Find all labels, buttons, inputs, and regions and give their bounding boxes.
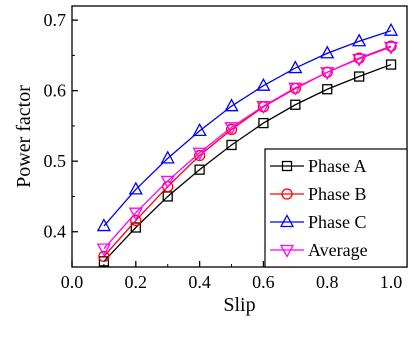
data-point-phase-c	[383, 22, 399, 36]
data-point-phase-c	[320, 45, 335, 59]
data-point-average	[352, 53, 367, 67]
data-point-phase-c	[96, 218, 111, 232]
legend-box	[264, 148, 408, 268]
y-tick-label: 0.4	[44, 222, 67, 242]
legend-marker-phase-b	[281, 188, 293, 200]
data-point-average	[320, 67, 335, 81]
data-point-phase-a	[130, 222, 141, 233]
legend: Phase A Phase B Phase C Average	[264, 148, 408, 268]
x-tick-label: 0.8	[316, 272, 339, 292]
data-point-phase-c	[160, 150, 175, 164]
data-point-phase-b	[353, 52, 365, 64]
data-point-phase-a	[226, 139, 237, 151]
x-tick-label: 0.2	[125, 272, 148, 292]
data-point-phase-c	[224, 98, 239, 112]
series-phase-c	[96, 22, 399, 232]
data-point-average	[383, 41, 399, 55]
series-phase-a	[98, 59, 397, 267]
data-point-average	[96, 243, 111, 257]
series-line-phase-c	[103, 30, 392, 227]
legend-label-phase-c: Phase C	[308, 212, 367, 232]
y-tick-label: 0.6	[44, 81, 67, 101]
x-tick-label: 0.0	[61, 272, 84, 292]
x-axis-label: Slip	[223, 294, 255, 316]
data-point-phase-b	[98, 250, 110, 263]
data-point-phase-c	[256, 77, 271, 91]
data-point-average	[192, 147, 207, 161]
data-point-phase-c	[192, 122, 207, 137]
data-point-average	[256, 101, 271, 115]
data-point-phase-c	[352, 33, 367, 47]
data-point-phase-c	[288, 60, 303, 74]
legend-label-average: Average	[308, 240, 368, 260]
y-tick-label: 0.5	[44, 151, 67, 171]
legend-marker-phase-a	[281, 160, 293, 172]
data-point-phase-a	[385, 59, 397, 70]
legend-label-phase-a: Phase A	[308, 156, 367, 176]
y-axis-label: Power factor	[13, 85, 35, 188]
data-point-phase-a	[194, 164, 205, 175]
series-average	[96, 41, 399, 257]
legend-marker-average	[279, 244, 295, 258]
data-point-average	[224, 122, 239, 136]
data-point-phase-b	[130, 214, 142, 227]
data-point-phase-a	[258, 117, 269, 129]
data-point-phase-a	[353, 71, 365, 82]
plot-frame	[71, 5, 408, 268]
data-point-phase-a	[322, 84, 333, 95]
data-point-average	[160, 175, 175, 189]
legend-marker-phase-c	[279, 214, 295, 228]
data-point-average	[128, 207, 143, 221]
legend-label-phase-b: Phase B	[308, 184, 367, 204]
series-line-phase-a	[103, 63, 392, 262]
data-point-phase-b	[385, 40, 397, 52]
data-point-phase-a	[290, 99, 301, 110]
data-point-average	[288, 82, 303, 96]
x-tick-label: 0.6	[252, 272, 275, 292]
data-point-phase-c	[128, 181, 143, 195]
y-tick-label: 0.7	[44, 10, 67, 30]
x-tick-label: 1.0	[380, 272, 403, 292]
x-tick-label: 0.4	[188, 272, 211, 292]
series-line-average	[103, 46, 392, 250]
